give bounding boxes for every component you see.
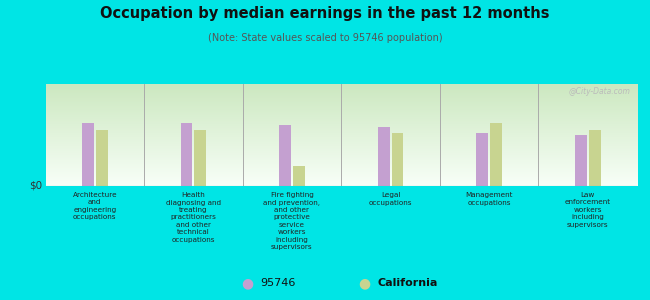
Text: Law
enforcement
workers
including
supervisors: Law enforcement workers including superv… [565,192,611,228]
Text: Legal
occupations: Legal occupations [369,192,412,206]
Bar [181,123,192,186]
Bar [194,130,206,186]
Bar [391,133,404,186]
Bar [490,123,502,186]
Bar [96,130,108,186]
Text: ●: ● [241,277,253,290]
Bar [293,166,305,186]
Bar [589,130,601,186]
Text: @City-Data.com: @City-Data.com [569,87,630,96]
Bar [279,125,291,186]
Text: 95746: 95746 [260,278,295,289]
Text: Fire fighting
and prevention,
and other
protective
service
workers
including
sup: Fire fighting and prevention, and other … [263,192,320,250]
Text: ●: ● [358,277,370,290]
Text: Health
diagnosing and
treating
practitioners
and other
technical
occupations: Health diagnosing and treating practitio… [166,192,221,243]
Bar [378,127,389,186]
Bar [82,123,94,186]
Bar [476,133,488,186]
Text: $0: $0 [29,181,42,191]
Text: Architecture
and
engineering
occupations: Architecture and engineering occupations [73,192,117,220]
Text: Occupation by median earnings in the past 12 months: Occupation by median earnings in the pas… [100,6,550,21]
Text: (Note: State values scaled to 95746 population): (Note: State values scaled to 95746 popu… [208,33,442,43]
Text: California: California [377,278,437,289]
Bar [575,135,587,186]
Text: Management
occupations: Management occupations [465,192,513,206]
